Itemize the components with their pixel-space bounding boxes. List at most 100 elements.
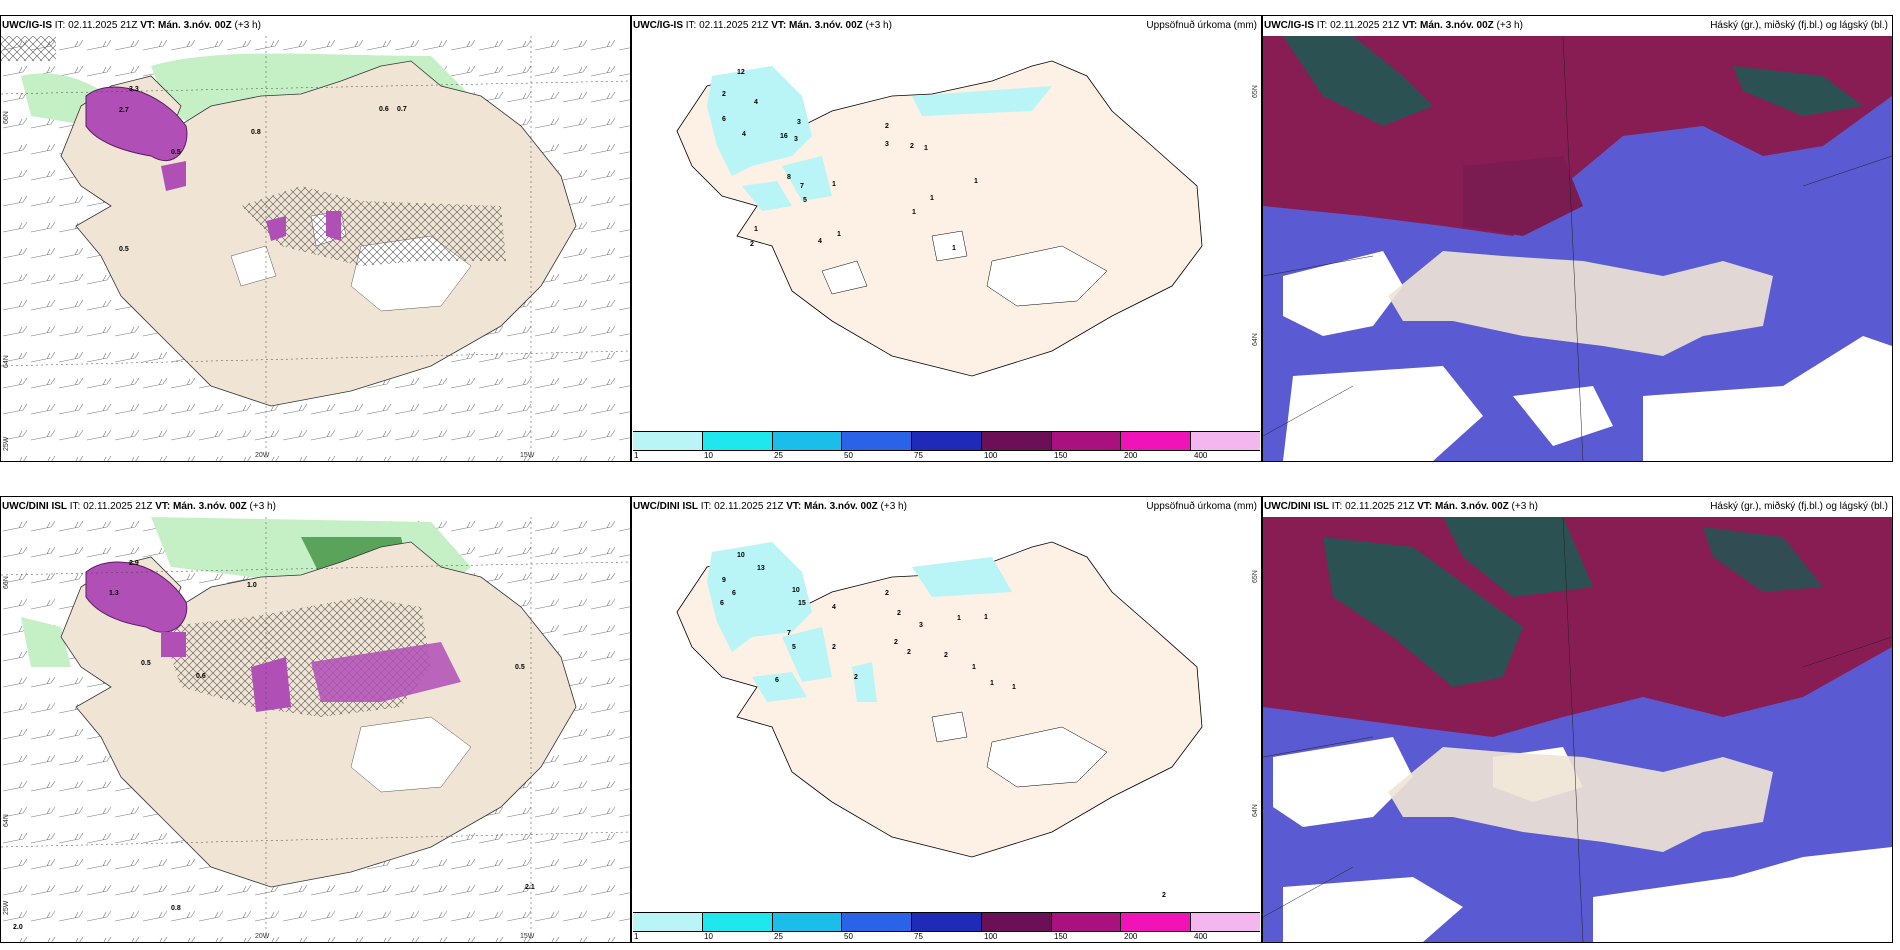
lat-label-left: 64N bbox=[3, 814, 10, 827]
lat-label-right: 65N bbox=[1252, 85, 1259, 98]
lon-label-left: 25W bbox=[3, 900, 10, 915]
mid-cloud-area bbox=[1323, 537, 1523, 687]
colorbar-tick: 150 bbox=[1054, 932, 1068, 941]
precip-colorbar bbox=[633, 431, 1261, 451]
precip-count: 2 bbox=[1162, 892, 1166, 899]
map-panel-clouds-igis: UWC/IG-IS IT: 02.11.2025 21Z VT: Mán. 3.… bbox=[1262, 15, 1893, 462]
precip-colorbar bbox=[633, 912, 1261, 932]
precip-count: 1 bbox=[912, 209, 916, 216]
colorbar-tick: 25 bbox=[774, 451, 783, 460]
colorbar-ticks: 1 10 25 50 75 100 150 200 400 bbox=[633, 932, 1260, 942]
wind-map: 2.9 1.3 1.0 0.5 0.6 0.5 0.8 2.0 2.1 bbox=[1, 517, 630, 942]
colorbar-cell bbox=[1121, 913, 1192, 931]
colorbar-cell bbox=[633, 913, 703, 931]
map-panel-clouds-dini: UWC/DINI ISL IT: 02.11.2025 21Z VT: Mán.… bbox=[1262, 496, 1893, 943]
precip-count: 4 bbox=[818, 238, 822, 245]
precip-count: 2 bbox=[894, 639, 898, 646]
wind-label: 0.5 bbox=[119, 246, 129, 253]
lon-label-bottom: 15W bbox=[520, 933, 535, 940]
colorbar-cell bbox=[1121, 432, 1192, 450]
precip-count: 2 bbox=[885, 123, 889, 130]
wind-label: 0.6 bbox=[196, 673, 206, 680]
precip-count: 1 bbox=[984, 614, 988, 621]
high-cloud-area bbox=[1263, 36, 1892, 236]
clear-area bbox=[1283, 251, 1403, 336]
colorbar-cell bbox=[1051, 913, 1122, 931]
colorbar-cell bbox=[981, 432, 1052, 450]
colorbar-tick: 200 bbox=[1124, 451, 1138, 460]
precip-count: 13 bbox=[757, 565, 765, 572]
colorbar-cell bbox=[1051, 432, 1122, 450]
wind-label: 2.7 bbox=[119, 107, 129, 114]
map-panel-precip-dini: UWC/DINI ISL IT: 02.11.2025 21Z VT: Mán.… bbox=[631, 496, 1262, 943]
precip-count: 2 bbox=[854, 674, 858, 681]
precip-area-light bbox=[707, 66, 812, 176]
precip-count: 3 bbox=[797, 119, 801, 126]
colorbar-tick: 50 bbox=[844, 932, 853, 941]
precip-count: 2 bbox=[897, 610, 901, 617]
precip-count: 5 bbox=[792, 644, 796, 651]
wind-map: 3.3 2.7 0.5 0.8 0.6 0.7 0.5 bbox=[1, 36, 630, 461]
map-panel-wind-dini: UWC/DINI ISL IT: 02.11.2025 21Z VT: Mán.… bbox=[0, 496, 631, 943]
field-title: Háský (gr.), miðský (fj.bl.) og lágský (… bbox=[1710, 501, 1888, 512]
colorbar-tick: 25 bbox=[774, 932, 783, 941]
lon-label-left: 25W bbox=[3, 436, 10, 451]
precip-count: 7 bbox=[800, 183, 804, 190]
precip-count: 6 bbox=[722, 116, 726, 123]
panel-title: UWC/DINI ISL IT: 02.11.2025 21Z VT: Mán.… bbox=[2, 501, 276, 512]
lat-label-left: 64N bbox=[3, 355, 10, 368]
colorbar-tick: 400 bbox=[1194, 451, 1208, 460]
glacier-vatnajokull bbox=[350, 716, 472, 793]
precip-count: 4 bbox=[742, 131, 746, 138]
colorbar-tick: 150 bbox=[1054, 451, 1068, 460]
precip-map: 10 9 6 6 13 10 15 4 7 5 6 2 2 2 3 2 2 1 … bbox=[676, 541, 1203, 899]
wind-label: 0.5 bbox=[141, 660, 151, 667]
wind-label: 3.3 bbox=[129, 86, 139, 93]
precip-count: 9 bbox=[722, 577, 726, 584]
cloud-map bbox=[1263, 517, 1892, 942]
lat-label-right: 65N bbox=[1252, 570, 1259, 583]
panel-title: UWC/IG-IS IT: 02.11.2025 21Z VT: Mán. 3.… bbox=[1264, 20, 1523, 31]
precip-area-light bbox=[707, 542, 812, 652]
lon-label-bottom: 15W bbox=[520, 452, 535, 459]
lat-label-right: 64N bbox=[1252, 804, 1259, 817]
colorbar-cell bbox=[772, 432, 843, 450]
colorbar-tick: 75 bbox=[914, 451, 923, 460]
colorbar-tick: 100 bbox=[984, 932, 998, 941]
colorbar-cell bbox=[702, 913, 773, 931]
precip-count: 3 bbox=[885, 141, 889, 148]
clear-area bbox=[1273, 737, 1413, 827]
precip-count: 3 bbox=[919, 622, 923, 629]
colorbar-cell bbox=[981, 913, 1052, 931]
colorbar-cell bbox=[912, 432, 982, 450]
colorbar-cell bbox=[702, 432, 773, 450]
wind-label: 2.9 bbox=[129, 560, 139, 567]
wind-label: 0.5 bbox=[515, 664, 525, 671]
precip-map: 12 2 4 6 4 3 3 16 8 7 5 1 1 2 2 4 1 3 2 … bbox=[676, 60, 1203, 377]
precip-count: 1 bbox=[952, 245, 956, 252]
lon-label-bottom: 20W bbox=[255, 933, 270, 940]
precip-count: 12 bbox=[737, 69, 745, 76]
precip-count: 2 bbox=[944, 652, 948, 659]
wind-label: 1.3 bbox=[109, 590, 119, 597]
precip-count: 2 bbox=[832, 644, 836, 651]
wind-label: 0.5 bbox=[171, 149, 181, 156]
precip-count: 1 bbox=[990, 680, 994, 687]
colorbar-tick: 1 bbox=[634, 451, 639, 460]
wind-label: 1.0 bbox=[247, 582, 257, 589]
model-name: UWC/DINI ISL bbox=[633, 501, 698, 512]
lon-label-bottom: 20W bbox=[255, 452, 270, 459]
precip-count: 7 bbox=[787, 630, 791, 637]
precip-count: 4 bbox=[832, 604, 836, 611]
precip-count: 16 bbox=[780, 133, 788, 140]
colorbar-cell bbox=[912, 913, 982, 931]
cloud-map bbox=[1263, 36, 1892, 461]
wind-label: 2.0 bbox=[13, 924, 23, 931]
precip-count: 10 bbox=[792, 587, 800, 594]
colorbar-cell bbox=[1191, 432, 1261, 450]
mid-cloud-area bbox=[1283, 36, 1433, 126]
model-name: UWC/DINI ISL bbox=[2, 501, 67, 512]
wind-label: 2.1 bbox=[525, 884, 535, 891]
hatched-area bbox=[241, 186, 506, 266]
colorbar-tick: 1 bbox=[634, 932, 639, 941]
